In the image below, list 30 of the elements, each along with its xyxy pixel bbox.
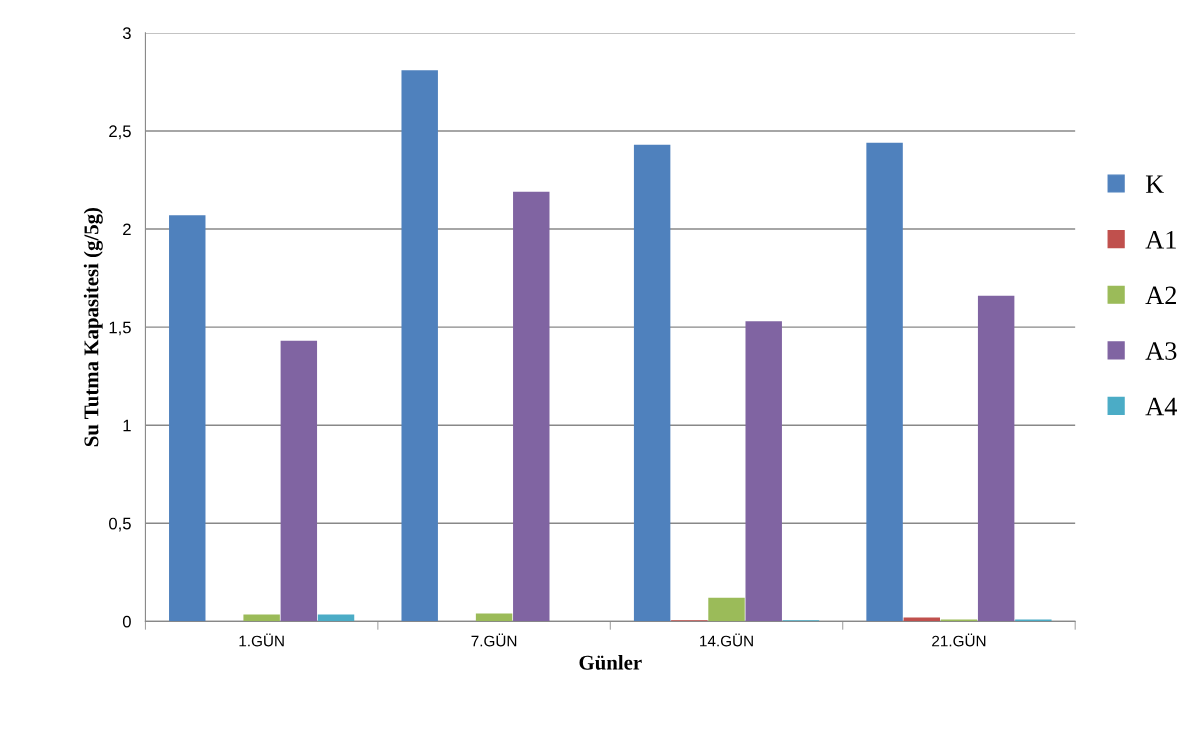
x-tick-label: 7.GÜN <box>471 633 517 647</box>
y-tick-label: 3 <box>122 27 131 40</box>
bar <box>708 597 745 622</box>
x-tick-label: 14.GÜN <box>700 633 753 647</box>
y-tick-label: 0,5 <box>109 517 131 532</box>
y-tick-label: 1 <box>123 419 131 432</box>
legend-label: K <box>1145 175 1164 193</box>
bar <box>513 191 550 622</box>
y-tick-label: 1,5 <box>109 321 131 336</box>
legend-label: A3 <box>1145 342 1177 360</box>
y-axis-title: Su Tutma Kapasitesi (g/5g) <box>83 207 103 447</box>
legend-label: A4 <box>1145 397 1178 416</box>
bar <box>866 142 903 622</box>
bar <box>317 614 355 622</box>
y-tick-label: 0 <box>122 615 131 628</box>
x-tick-label: 21.GÜN <box>932 633 986 647</box>
bar <box>633 144 671 622</box>
bar <box>977 295 1015 622</box>
y-tick-label: 2,5 <box>109 125 131 140</box>
legend-label: A2 <box>1145 286 1176 305</box>
bar <box>903 617 940 622</box>
bar <box>169 215 206 622</box>
bar <box>243 614 280 622</box>
legend-label: A1 <box>1145 231 1176 249</box>
bar <box>401 70 438 622</box>
y-tick-label: 2 <box>123 223 131 236</box>
bar <box>745 321 782 622</box>
x-axis-title: Günler <box>579 655 642 670</box>
x-tick-label: 1.GÜN <box>239 633 284 647</box>
bar <box>280 340 318 622</box>
